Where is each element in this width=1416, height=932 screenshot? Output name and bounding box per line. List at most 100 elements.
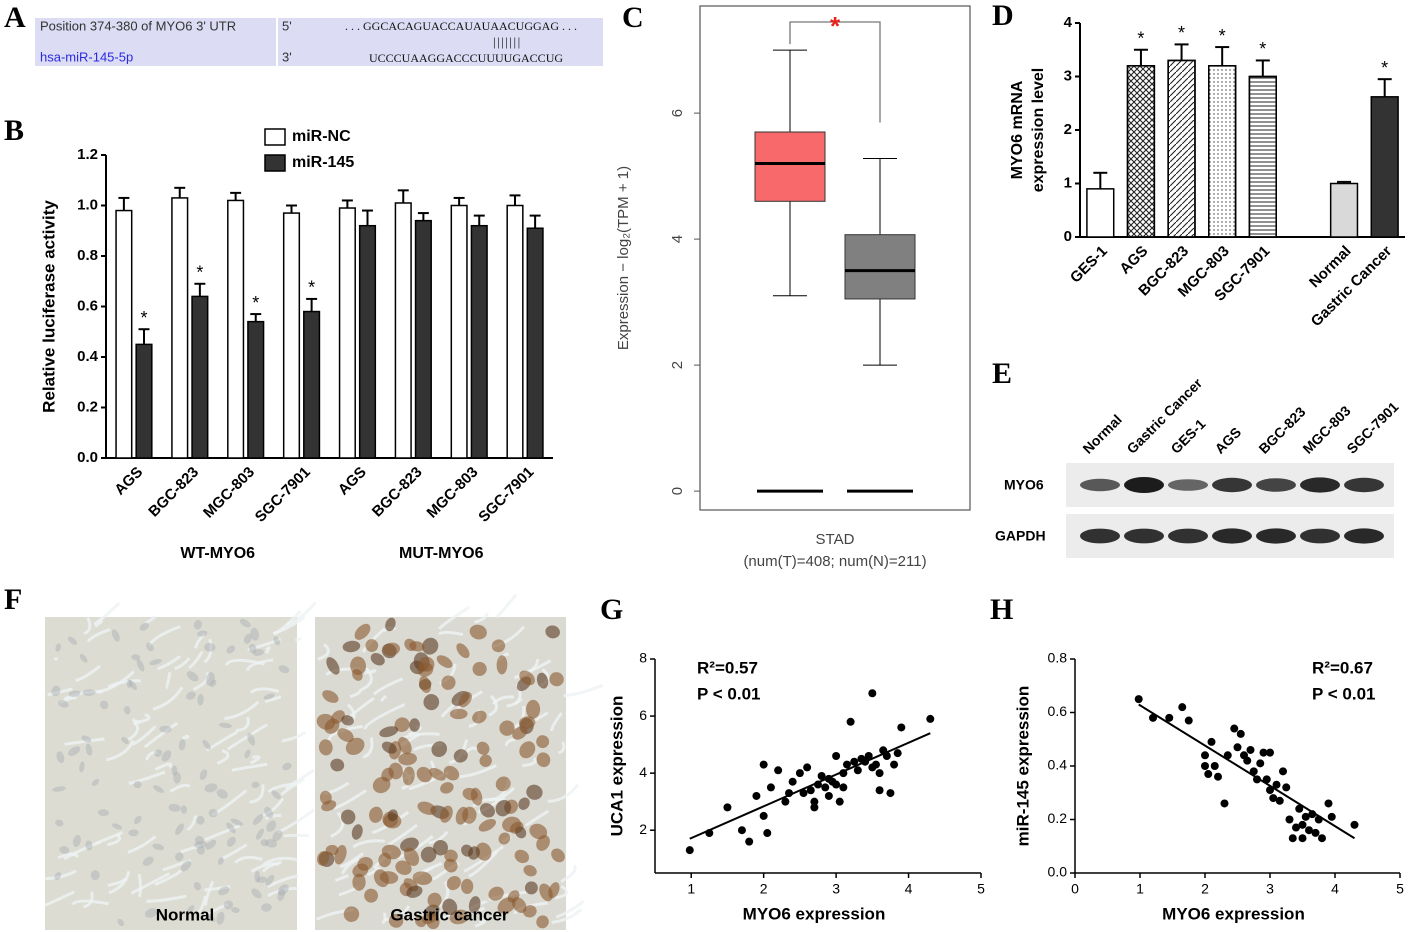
point <box>1178 703 1187 712</box>
point <box>835 797 844 806</box>
y-tick-label: 0.4 <box>77 348 99 365</box>
point <box>1256 759 1265 768</box>
annotation: P < 0.01 <box>1312 684 1376 703</box>
ihc-fiber <box>333 789 368 810</box>
ihc-cell <box>419 675 432 693</box>
ihc-cell <box>502 816 522 833</box>
point <box>886 789 895 798</box>
ihc-fiber <box>107 679 141 689</box>
ihc-cell <box>472 661 487 677</box>
point <box>842 760 851 769</box>
ihc-fiber <box>286 601 317 627</box>
y-tick-label: 0.2 <box>77 398 98 415</box>
ihc-fiber <box>247 637 282 652</box>
ihc-fiber <box>294 637 302 642</box>
ihc-fiber <box>132 719 141 726</box>
y-tick-label: 4 <box>639 764 647 780</box>
ihc-cell <box>263 693 275 700</box>
point <box>1269 794 1278 803</box>
ihc-cell <box>318 739 333 756</box>
ihc-fiber <box>174 657 191 671</box>
y-axis-label: miR-145 expression <box>1013 686 1032 847</box>
ihc-cell <box>439 805 453 823</box>
ihc-cell <box>352 873 366 891</box>
ihc-cell <box>204 783 218 793</box>
ihc-fiber <box>459 764 497 779</box>
ihc-fiber <box>495 593 518 619</box>
ihc-cell <box>251 888 262 899</box>
significance: * <box>252 293 259 313</box>
bar-hatch <box>1167 59 1196 238</box>
ihc-cell <box>230 818 244 826</box>
ihc-cell <box>85 743 93 756</box>
ihc-fiber <box>231 762 268 772</box>
ihc-fiber <box>266 874 299 888</box>
ihc-cell <box>499 720 515 736</box>
ihc-cell <box>462 787 478 801</box>
ihc-fiber <box>560 864 577 883</box>
bar <box>303 310 321 459</box>
ihc-cell <box>519 670 535 686</box>
ihc-cell <box>282 762 292 771</box>
ihc-cell <box>59 846 70 855</box>
point <box>1282 783 1291 792</box>
ihc-cell <box>436 655 453 668</box>
plot-frame <box>699 5 971 511</box>
y-axis-label: UCA1 expression <box>607 696 626 837</box>
ihc-cell <box>173 772 181 784</box>
ihc-cell <box>322 690 339 703</box>
ihc-cell <box>387 809 398 822</box>
panel-letter: C <box>622 1 644 34</box>
ihc-cell <box>55 819 64 827</box>
bar <box>135 343 153 459</box>
point <box>1243 756 1252 765</box>
ihc-fiber <box>182 734 190 740</box>
ihc-cell <box>469 624 487 640</box>
ihc-fiber <box>105 739 135 762</box>
ihc-cell <box>549 672 564 687</box>
ihc-cell <box>385 617 396 632</box>
ihc-cell <box>186 671 199 682</box>
ihc-fiber <box>93 601 121 626</box>
ihc-cell <box>444 849 458 863</box>
bar <box>1329 182 1359 238</box>
sequence: UCCCUAAGGACCCUUUUGACCUG <box>369 51 563 65</box>
significance: * <box>196 263 203 283</box>
ihc-cell <box>551 848 565 863</box>
ihc-cell <box>278 665 290 674</box>
ihc-cell <box>51 685 61 697</box>
point <box>890 760 899 769</box>
ihc-cell <box>256 876 268 883</box>
blot-band <box>1212 528 1252 544</box>
x-tick-label: 2 <box>1201 881 1209 897</box>
box <box>754 131 826 202</box>
point <box>1201 762 1209 770</box>
ihc-cell <box>334 844 347 865</box>
ihc-cell <box>354 623 371 640</box>
ihc-fiber <box>339 852 364 869</box>
ihc-cell <box>149 659 162 666</box>
ihc-fiber <box>152 686 184 711</box>
ihc-cell <box>498 832 511 845</box>
ihc-fiber <box>53 657 59 661</box>
x-axis-label: MYO6 expression <box>1162 904 1305 923</box>
ihc-cell <box>194 840 208 849</box>
ihc-cell <box>250 627 260 641</box>
y-tick-label: 0.8 <box>77 247 98 264</box>
ihc-fiber <box>264 695 282 704</box>
ihc-fiber <box>138 713 151 724</box>
ihc-cell <box>357 857 373 871</box>
panel-letter: H <box>990 593 1013 626</box>
ihc-cell <box>67 636 78 645</box>
bar <box>191 295 209 459</box>
blot-band <box>1168 479 1208 491</box>
ihc-fiber <box>83 617 92 636</box>
ihc-cell <box>479 754 492 767</box>
significance: * <box>1137 29 1144 49</box>
y-tick-label: 0.6 <box>77 297 98 314</box>
ihc-fiber <box>75 664 101 682</box>
point <box>1207 737 1216 746</box>
bar <box>470 224 488 459</box>
ihc-cell <box>52 786 66 792</box>
y-tick-label: 1 <box>1064 174 1072 191</box>
